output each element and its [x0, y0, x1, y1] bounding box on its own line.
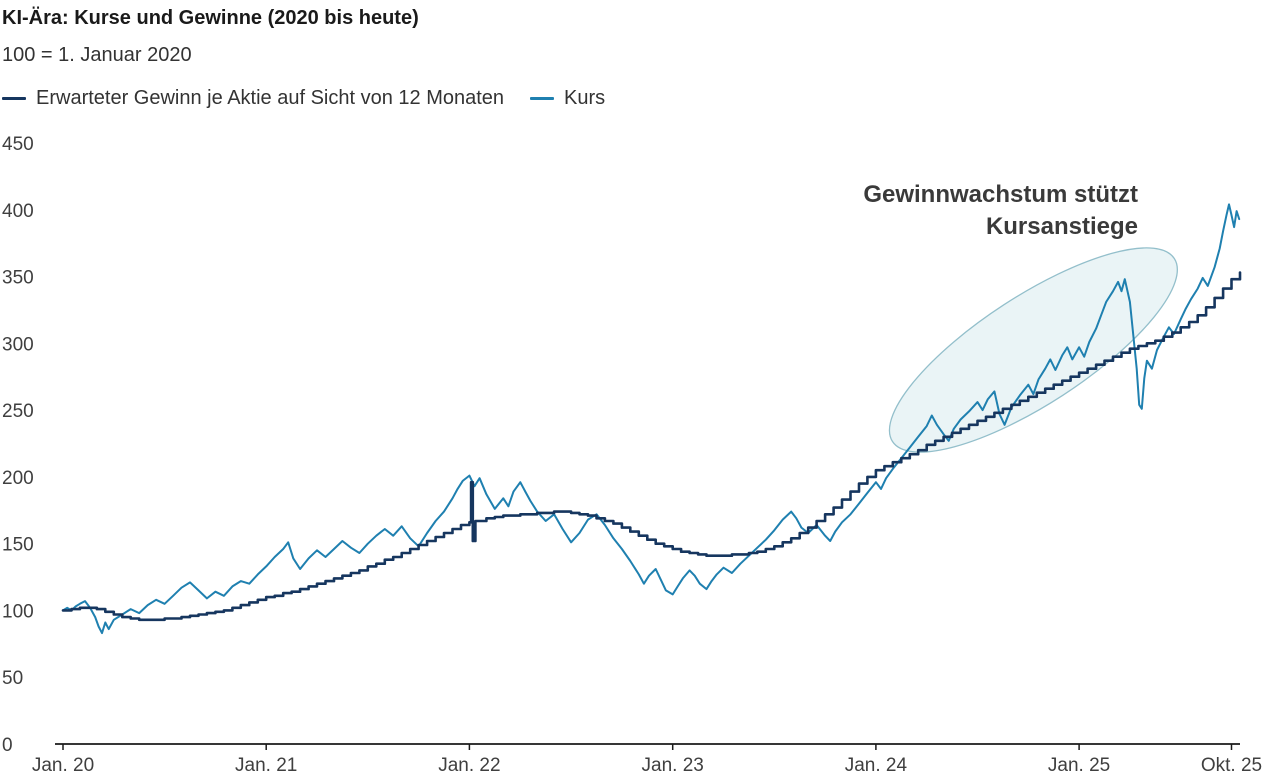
y-tick-label: 400 [2, 201, 34, 222]
annotation-ellipse [888, 247, 1178, 453]
chart-title: KI-Ära: Kurse und Gewinne (2020 bis heut… [2, 7, 419, 29]
annotation-text-line: Kursanstiege [986, 213, 1138, 240]
chart-header: KI-Ära: Kurse und Gewinne (2020 bis heut… [2, 0, 1278, 110]
y-tick-label: 0 [2, 735, 13, 756]
x-tick-label: Jan. 21 [235, 755, 297, 776]
x-tick-label: Okt. 25 [1201, 755, 1262, 776]
kurs-line-swatch [530, 97, 555, 100]
x-tick-label: Jan. 25 [1048, 755, 1110, 776]
y-tick-label: 300 [2, 334, 34, 355]
chart-subtitle: 100 = 1. Januar 2020 [2, 44, 192, 66]
annotation-text-line: Gewinnwachstum stützt [863, 181, 1138, 208]
y-tick-label: 150 [2, 535, 34, 556]
kurs-line [62, 203, 1241, 635]
x-tick-label: Jan. 23 [642, 755, 704, 776]
legend-item-kurs: Kurs [530, 87, 605, 110]
legend-item-eps: Erwarteter Gewinn je Aktie auf Sicht von… [2, 87, 504, 110]
x-tick-label: Jan. 24 [845, 755, 908, 776]
legend-label-eps: Erwarteter Gewinn je Aktie auf Sicht von… [36, 87, 505, 109]
y-tick-label: 200 [2, 468, 34, 489]
legend: Erwarteter Gewinn je Aktie auf Sicht von… [2, 87, 1278, 110]
x-tick-label: Jan. 22 [438, 755, 500, 776]
eps-line-swatch [2, 97, 26, 100]
eps-line [61, 271, 1242, 622]
y-tick-label: 250 [2, 401, 34, 422]
y-tick-label: 50 [2, 668, 23, 689]
x-tick-label: Jan. 20 [32, 755, 94, 776]
y-tick-label: 350 [2, 268, 34, 289]
y-tick-label: 100 [2, 601, 34, 622]
y-tick-label: 450 [2, 134, 34, 155]
legend-label-kurs: Kurs [564, 87, 606, 109]
